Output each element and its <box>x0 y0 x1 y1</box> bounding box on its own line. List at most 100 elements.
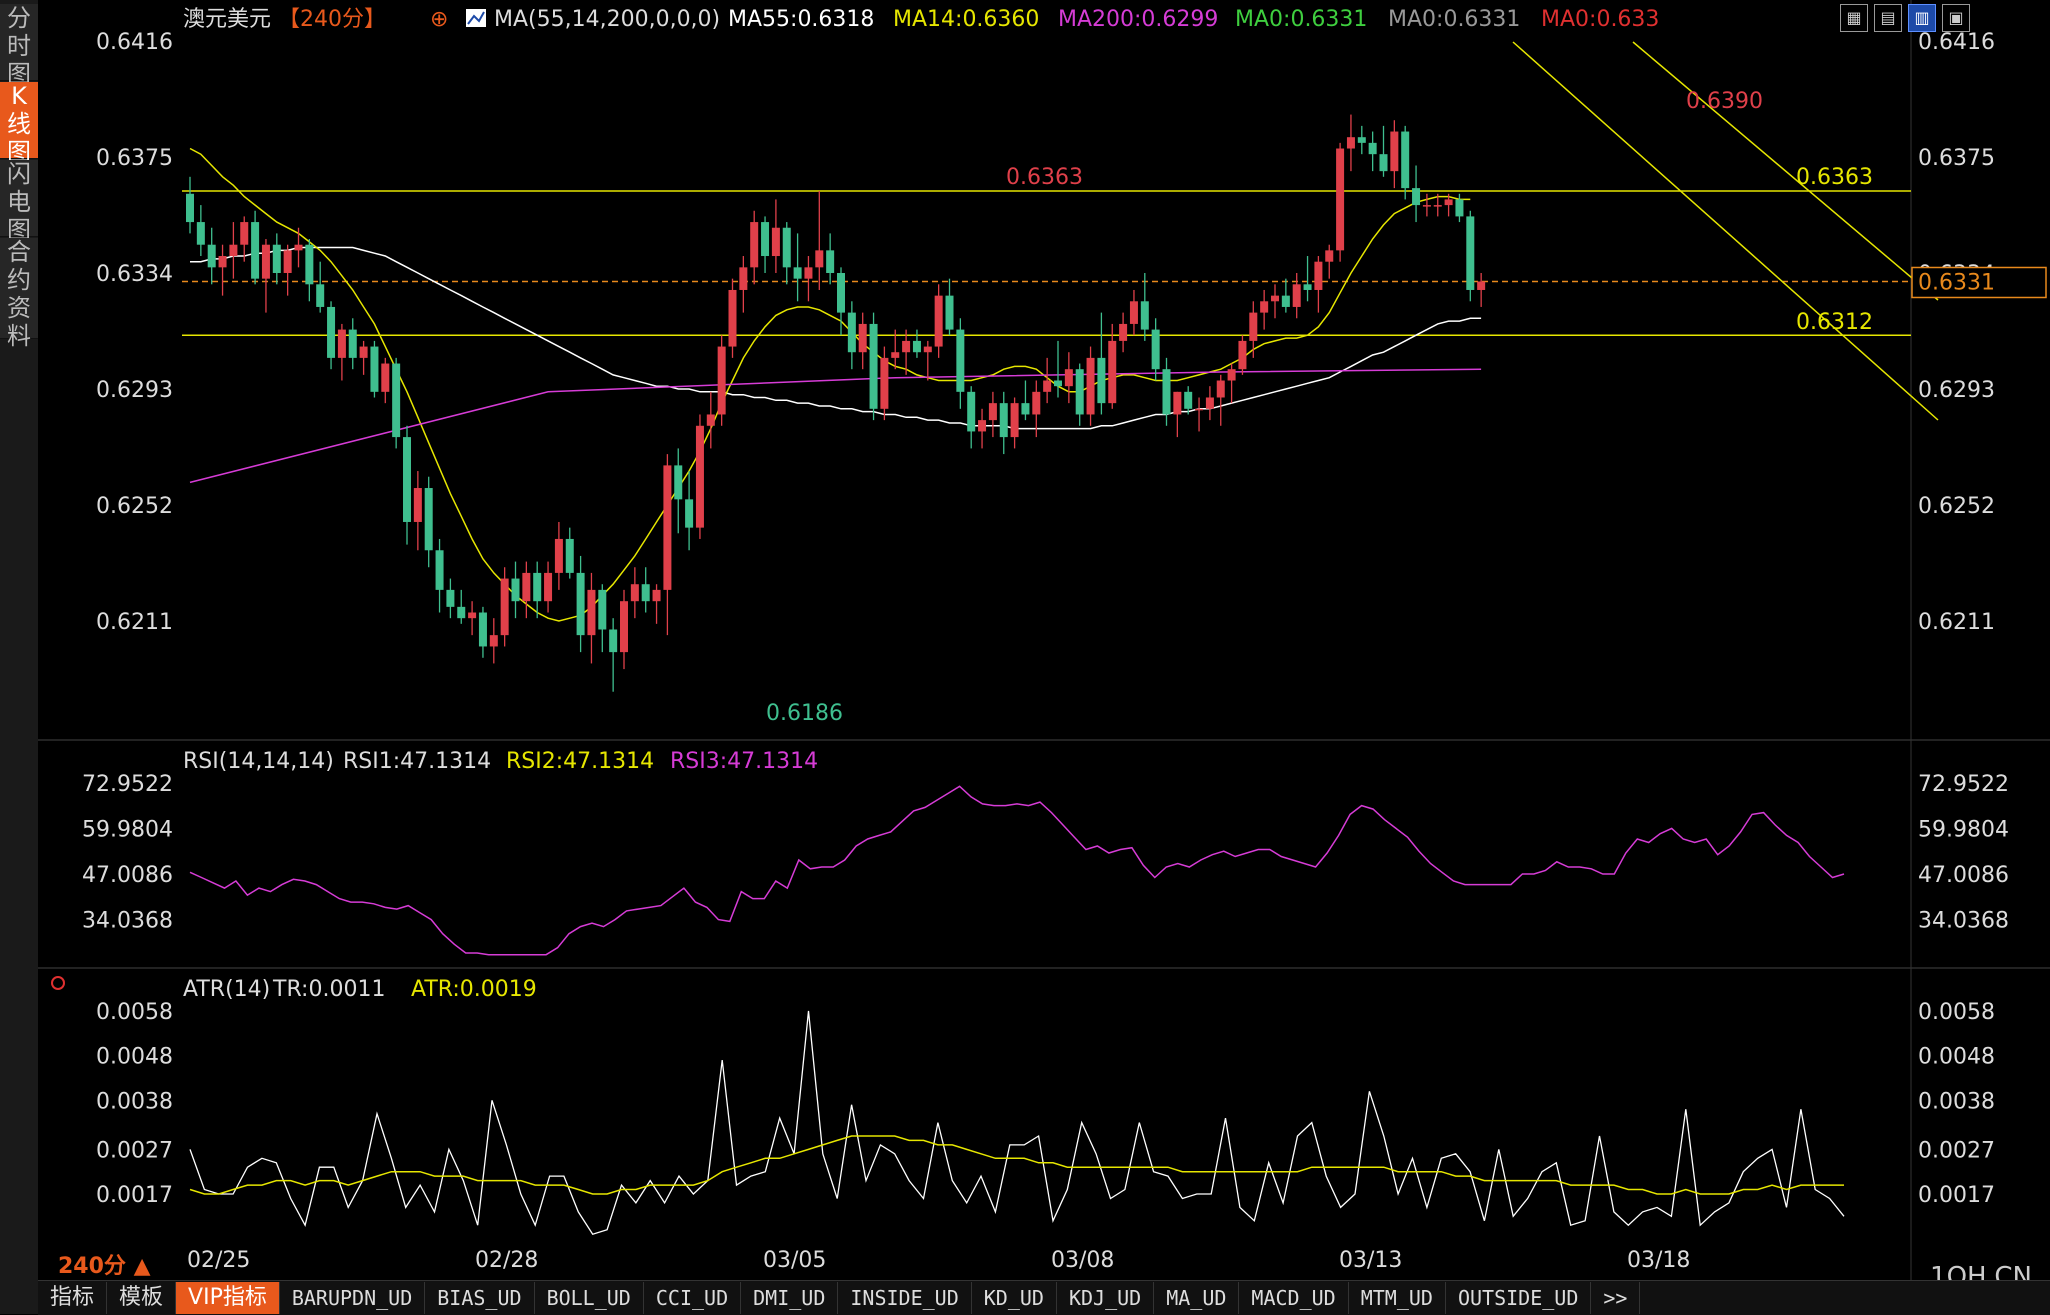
chart-icon[interactable]: ▥ <box>1908 4 1936 32</box>
y-tick-left: 0.6334 <box>96 262 173 287</box>
candle-body <box>446 589 455 607</box>
candle-body <box>1227 369 1236 381</box>
x-tick-label: 03/05 <box>763 1248 826 1273</box>
candle-body <box>1173 391 1182 415</box>
candle-body <box>717 346 726 415</box>
rsi3-value: RSI3:47.1314 <box>670 749 818 774</box>
y-tick-right: 0.6211 <box>1918 610 1995 635</box>
indicator-tab-14[interactable]: OUTSIDE_UD <box>1446 1282 1592 1314</box>
annotation-high: 0.6390 <box>1686 89 1763 114</box>
atr-marker-icon[interactable] <box>51 976 65 990</box>
rsi1-value: RSI1:47.1314 <box>343 749 491 774</box>
candle-body <box>554 538 563 573</box>
rsi-tick-left: 47.0086 <box>82 863 173 888</box>
rsi-tick-right: 59.9804 <box>1918 818 2009 843</box>
indicator-tab-1[interactable]: 模板 <box>107 1282 177 1314</box>
candle-body <box>1043 380 1052 392</box>
candle-body <box>240 222 249 245</box>
x-tick-label: 03/13 <box>1339 1248 1402 1273</box>
candle-body <box>1162 369 1171 415</box>
candle-body <box>826 250 835 273</box>
chart-area: 0.6390 0.6363 0.6186 0.6363 0.6312 0.6416 0.6… <box>38 0 2050 1280</box>
candle-body <box>392 363 401 438</box>
grid-icon[interactable]: ▦ <box>1840 4 1868 32</box>
indicator-tab-2[interactable]: VIP指标 <box>176 1282 280 1314</box>
window-icon[interactable]: ▤ <box>1874 4 1902 32</box>
tr-line <box>189 1010 1845 1235</box>
ma0-value-a: MA0:0.6331 <box>1235 7 1367 32</box>
indicator-tab-7[interactable]: DMI_UD <box>741 1282 839 1314</box>
candle-body <box>706 414 715 426</box>
indicator-tab-4[interactable]: BIAS_UD <box>425 1282 535 1314</box>
ma0-value-b: MA0:0.6331 <box>1388 7 1520 32</box>
indicator-tab-12[interactable]: MACD_UD <box>1239 1282 1349 1314</box>
indicator-tab-0[interactable]: 指标 <box>38 1282 108 1314</box>
hline-label-1: 0.6312 <box>1796 310 1873 335</box>
candle-body <box>424 488 433 551</box>
period-selector[interactable]: 【240分】 <box>278 7 386 32</box>
candle-body <box>815 250 824 268</box>
candle-body <box>1281 295 1290 307</box>
symbol-label: 澳元美元 <box>183 7 271 32</box>
ma-indicator-icon-line <box>467 11 485 25</box>
candle-body <box>500 578 509 636</box>
candle-body <box>771 227 780 257</box>
candle-body <box>1292 284 1301 307</box>
y-tick-right: 0.6375 <box>1918 146 1995 171</box>
rsi-tick-left: 34.0368 <box>82 909 173 934</box>
candle-body <box>544 572 553 602</box>
channel-line-lower <box>1632 41 1939 301</box>
candle-body <box>728 289 737 347</box>
indicator-tab-5[interactable]: BOLL_UD <box>535 1282 644 1314</box>
y-tick-left: 0.6252 <box>96 494 173 519</box>
candle-body <box>934 295 943 347</box>
channel-line-upper <box>1512 41 1939 421</box>
candle-body <box>609 629 618 653</box>
candle-body <box>229 244 238 257</box>
candle-body <box>272 244 281 273</box>
candle-body <box>1010 403 1019 438</box>
candle-body <box>999 403 1008 438</box>
candle-body <box>674 465 683 500</box>
sidebar-tab-3[interactable]: 合约资料 <box>0 238 38 350</box>
indicator-tab-13[interactable]: MTM_UD <box>1349 1282 1446 1314</box>
candle-body <box>1119 323 1128 341</box>
settings-icon[interactable]: ⊕ <box>430 7 448 32</box>
candle-body <box>1444 199 1453 206</box>
ma55-value: MA55:0.6318 <box>728 7 874 32</box>
candle-body <box>598 589 607 630</box>
candle-body <box>1021 403 1030 415</box>
hline-label-0: 0.6363 <box>1796 165 1873 190</box>
close-icon[interactable]: ▣ <box>1942 4 1970 32</box>
indicator-tab-3[interactable]: BARUPDN_UD <box>280 1282 426 1314</box>
sidebar-tab-2[interactable]: 闪电图 <box>0 160 38 244</box>
indicator-tab-6[interactable]: CCI_UD <box>644 1282 742 1314</box>
indicator-tab-11[interactable]: MA_UD <box>1154 1282 1240 1314</box>
candle-body <box>782 227 791 268</box>
candle-body <box>533 572 542 602</box>
tr-value: TR:0.0011 <box>272 977 385 1002</box>
candle-body <box>1412 188 1421 206</box>
candle-body <box>1260 301 1269 313</box>
candle-body <box>847 312 856 353</box>
candle-body <box>695 425 704 528</box>
sidebar-tab-0[interactable]: 分时图 <box>0 4 38 88</box>
candle-body <box>1249 312 1258 341</box>
candle-body <box>457 606 466 619</box>
candle-body <box>283 250 292 273</box>
atr-tick-left: 0.0017 <box>96 1183 173 1208</box>
candle-body <box>1314 261 1323 290</box>
candle-body <box>988 403 997 421</box>
candle-body <box>641 584 650 602</box>
indicator-tab-9[interactable]: KD_UD <box>972 1282 1057 1314</box>
period-label[interactable]: 240分 ▲ <box>58 1254 151 1279</box>
candle-body <box>956 329 965 392</box>
indicator-tab-15[interactable]: >> <box>1591 1282 1641 1314</box>
candle-body <box>1325 250 1334 262</box>
indicator-tab-8[interactable]: INSIDE_UD <box>838 1282 972 1314</box>
candle-body <box>663 465 672 590</box>
atr-tick-right: 0.0027 <box>1918 1138 1995 1163</box>
indicator-tab-10[interactable]: KDJ_UD <box>1057 1282 1155 1314</box>
